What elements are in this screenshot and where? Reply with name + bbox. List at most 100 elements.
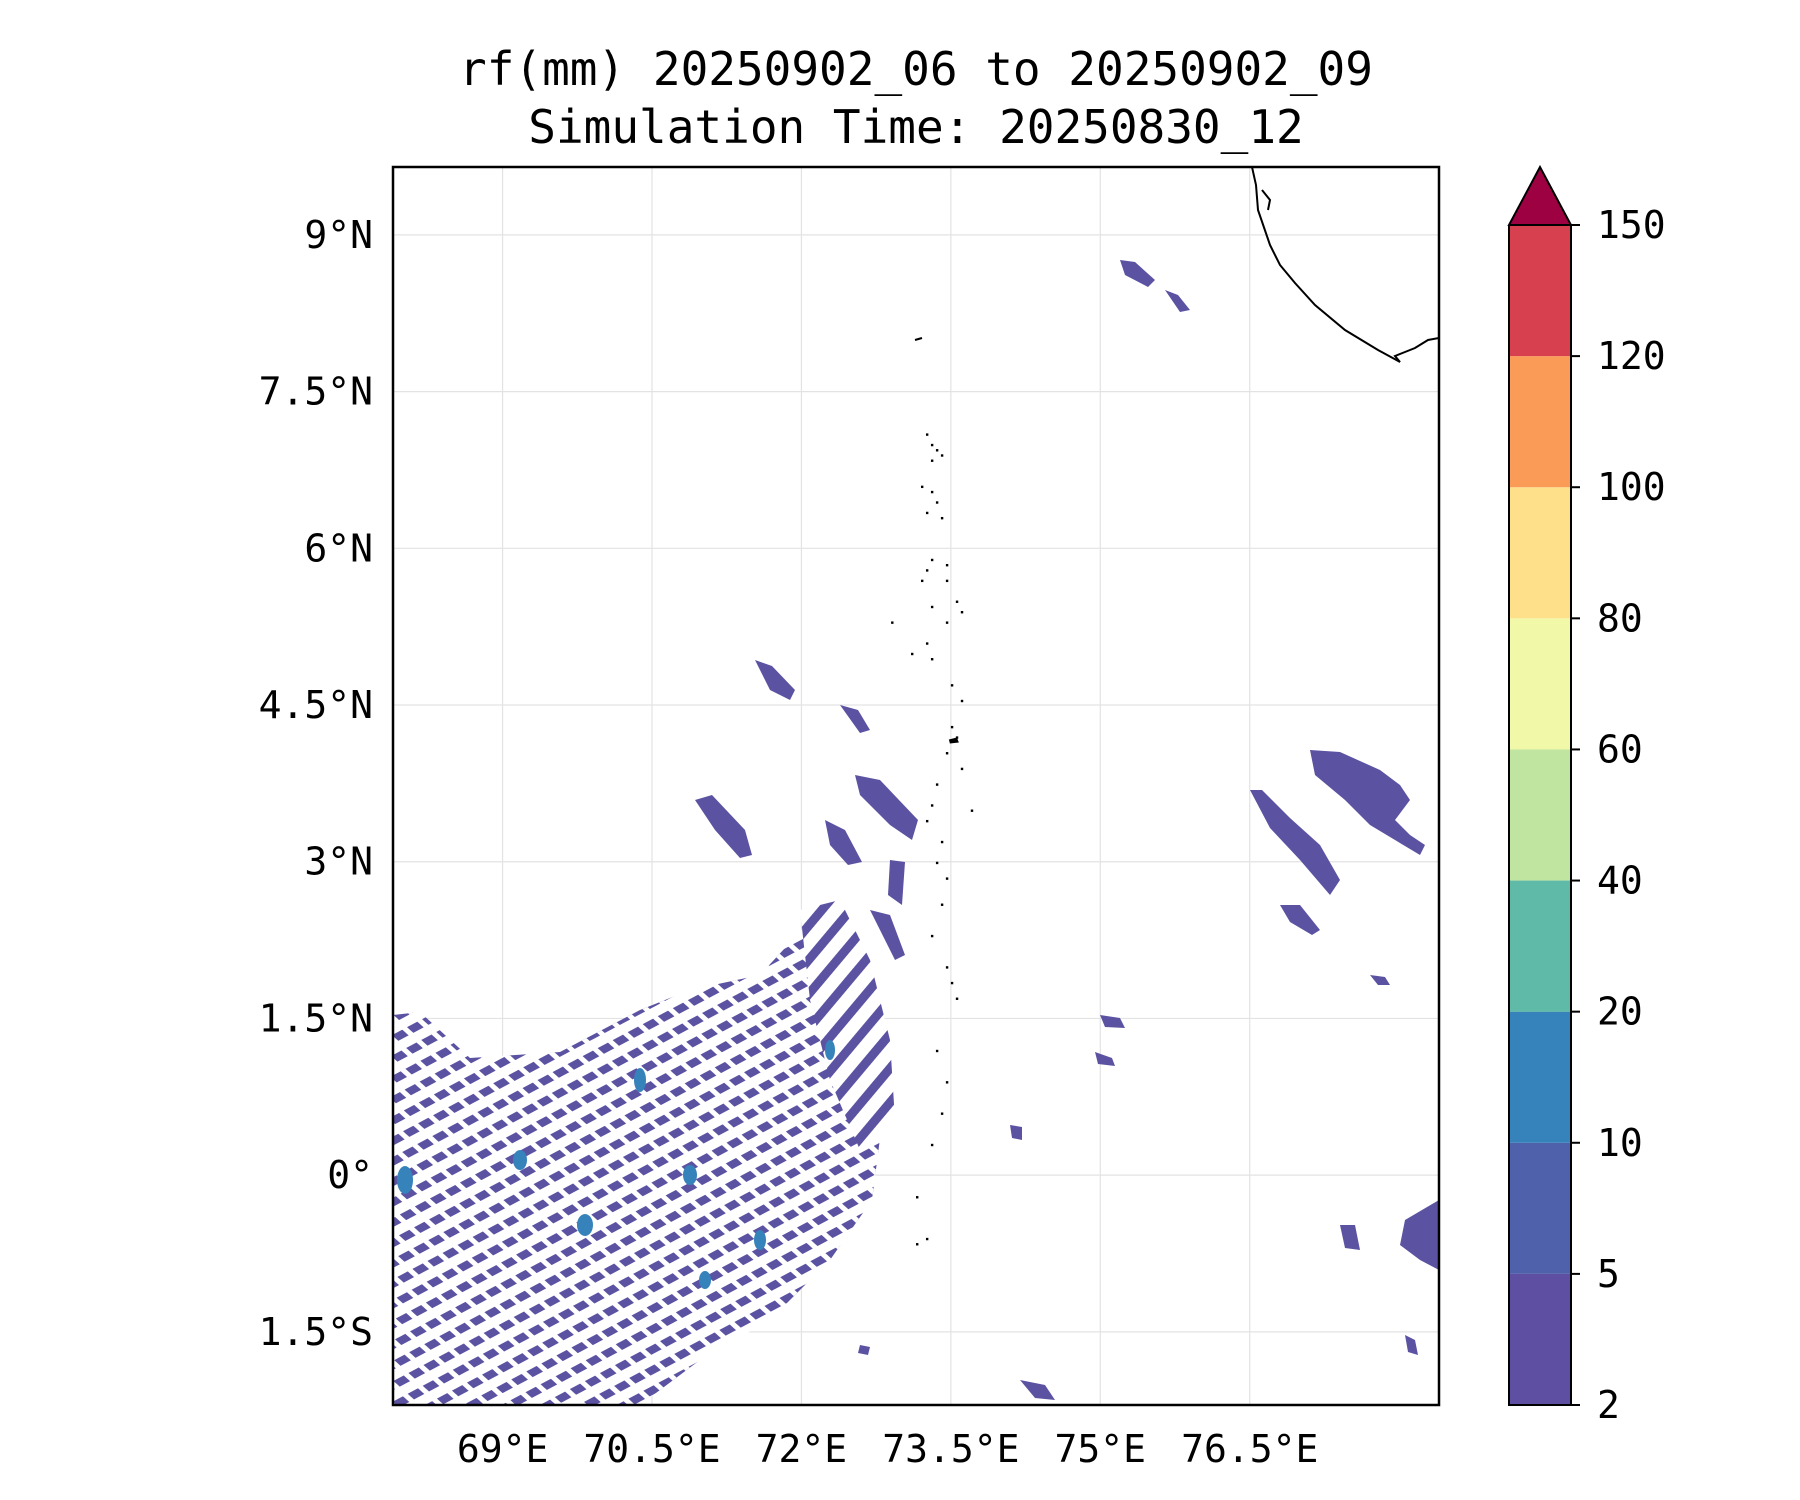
island-dot	[940, 1112, 944, 1115]
colorbar-segment	[1509, 1011, 1571, 1143]
island-dot	[940, 903, 944, 906]
island-dot	[945, 1081, 949, 1084]
colorbar: 2 5 10 20 40 60 80 100 120 150	[1507, 164, 1666, 1427]
rain-core	[513, 1150, 527, 1170]
rain-region-southeast-scatter	[1400, 1200, 1439, 1270]
island-dot	[925, 433, 929, 436]
y-tick-label: 4.5°N	[259, 683, 373, 727]
island-dot	[930, 459, 934, 462]
y-tick-label: 9°N	[304, 213, 373, 257]
island-dot	[950, 725, 954, 729]
colorbar-tick-label: 150	[1597, 203, 1666, 247]
rain-core	[699, 1271, 711, 1289]
island-dot	[911, 652, 914, 656]
island-dot	[925, 642, 929, 645]
colorbar-tick-label: 10	[1597, 1121, 1643, 1165]
coastline-detail	[1261, 189, 1272, 211]
colorbar-segment	[1509, 1142, 1571, 1274]
y-tick-label: 1.5°N	[259, 996, 373, 1040]
island-dot	[945, 752, 949, 755]
rain-streak	[855, 775, 918, 840]
colorbar-tick-label: 60	[1597, 727, 1643, 771]
colorbar-tick-label: 20	[1597, 990, 1643, 1034]
rain-streak	[1250, 790, 1340, 895]
map-title-line2: Simulation Time: 20250830_12	[528, 100, 1304, 154]
colorbar-tick-label: 40	[1597, 859, 1643, 903]
island-dot	[955, 736, 959, 739]
map-title-line1: rf(mm) 20250902_06 to 20250902_09	[459, 42, 1373, 96]
island-dot	[925, 511, 929, 515]
colorbar-segment	[1509, 487, 1571, 619]
island-dot	[930, 934, 934, 938]
island-dot	[950, 981, 954, 985]
x-tick-label: 76.5°E	[1181, 1427, 1318, 1471]
island-dot	[920, 579, 924, 583]
colorbar-segment	[1509, 880, 1571, 1012]
x-tick-label: 72°E	[756, 1427, 848, 1471]
x-tick-label: 73.5°E	[882, 1427, 1019, 1471]
rain-streak	[1165, 290, 1190, 312]
island-dot	[955, 600, 959, 603]
island-dot	[960, 699, 964, 703]
colorbar-extend-arrow	[1507, 164, 1573, 226]
island-dot	[960, 611, 964, 614]
island-dot	[940, 454, 944, 457]
island-dot	[891, 621, 894, 624]
x-tick-labels: 69°E 70.5°E 72°E 73.5°E 75°E 76.5°E	[457, 1427, 1319, 1471]
island-dot	[955, 997, 959, 1000]
island-dot	[950, 684, 954, 687]
rain-streak	[1405, 1335, 1418, 1355]
gridlines	[393, 167, 1439, 1405]
island-dot	[930, 804, 934, 807]
island-dot	[960, 767, 964, 771]
colorbar-segment	[1509, 1273, 1571, 1405]
island-dot	[935, 501, 939, 504]
map-panel: 69°E 70.5°E 72°E 73.5°E 75°E 76.5°E 9°N 7.5°N 6…	[259, 165, 1441, 1471]
colorbar-segment	[1509, 225, 1571, 357]
colorbar-segment	[1509, 749, 1571, 881]
island-dot	[930, 605, 934, 609]
x-tick-label: 75°E	[1055, 1427, 1147, 1471]
island-dot	[916, 1196, 919, 1199]
colorbar-tick-label: 80	[1597, 596, 1643, 640]
rain-streak	[1020, 1380, 1055, 1400]
rain-streaks	[695, 260, 1439, 1400]
island-dot	[945, 877, 949, 880]
island-dot	[945, 579, 949, 583]
rain-streak	[870, 910, 905, 960]
rain-core	[754, 1230, 766, 1250]
colorbar-segment	[1509, 356, 1571, 488]
rain-streak	[1095, 1052, 1115, 1066]
island-dot	[935, 1049, 939, 1053]
colorbar-frame	[1508, 225, 1572, 1406]
rain-streak	[840, 705, 870, 733]
island-dot	[945, 563, 949, 567]
rain-streak	[858, 1345, 870, 1355]
rain-streak	[888, 860, 905, 905]
colorbar-segment	[1509, 618, 1571, 750]
coastline-india	[1251, 167, 1439, 363]
rain-core	[634, 1068, 646, 1092]
y-tick-label: 6°N	[304, 526, 373, 570]
rain-region-east-streaks	[1310, 750, 1425, 855]
coastline	[914, 167, 1439, 363]
colorbar-tick-label: 120	[1597, 334, 1666, 378]
island-dot	[925, 819, 929, 823]
rain-core	[825, 1040, 835, 1060]
island-dot	[920, 485, 924, 489]
map-frame	[391, 165, 1441, 1407]
island-dot	[935, 861, 939, 865]
rain-streak	[825, 820, 862, 865]
rain-region-northeast-patch	[1120, 260, 1155, 287]
rain-core	[397, 1166, 413, 1194]
island-dot	[945, 621, 949, 624]
rain-region-central-plume	[800, 900, 895, 1150]
island-dot	[925, 569, 929, 572]
y-tick-label: 0°	[327, 1153, 373, 1197]
rain-cores-10-20	[397, 1040, 835, 1289]
island-male	[948, 737, 959, 744]
islands-maldives	[891, 433, 974, 1246]
rain-streak	[1010, 1125, 1022, 1140]
colorbar-tick-label: 2	[1597, 1383, 1620, 1427]
